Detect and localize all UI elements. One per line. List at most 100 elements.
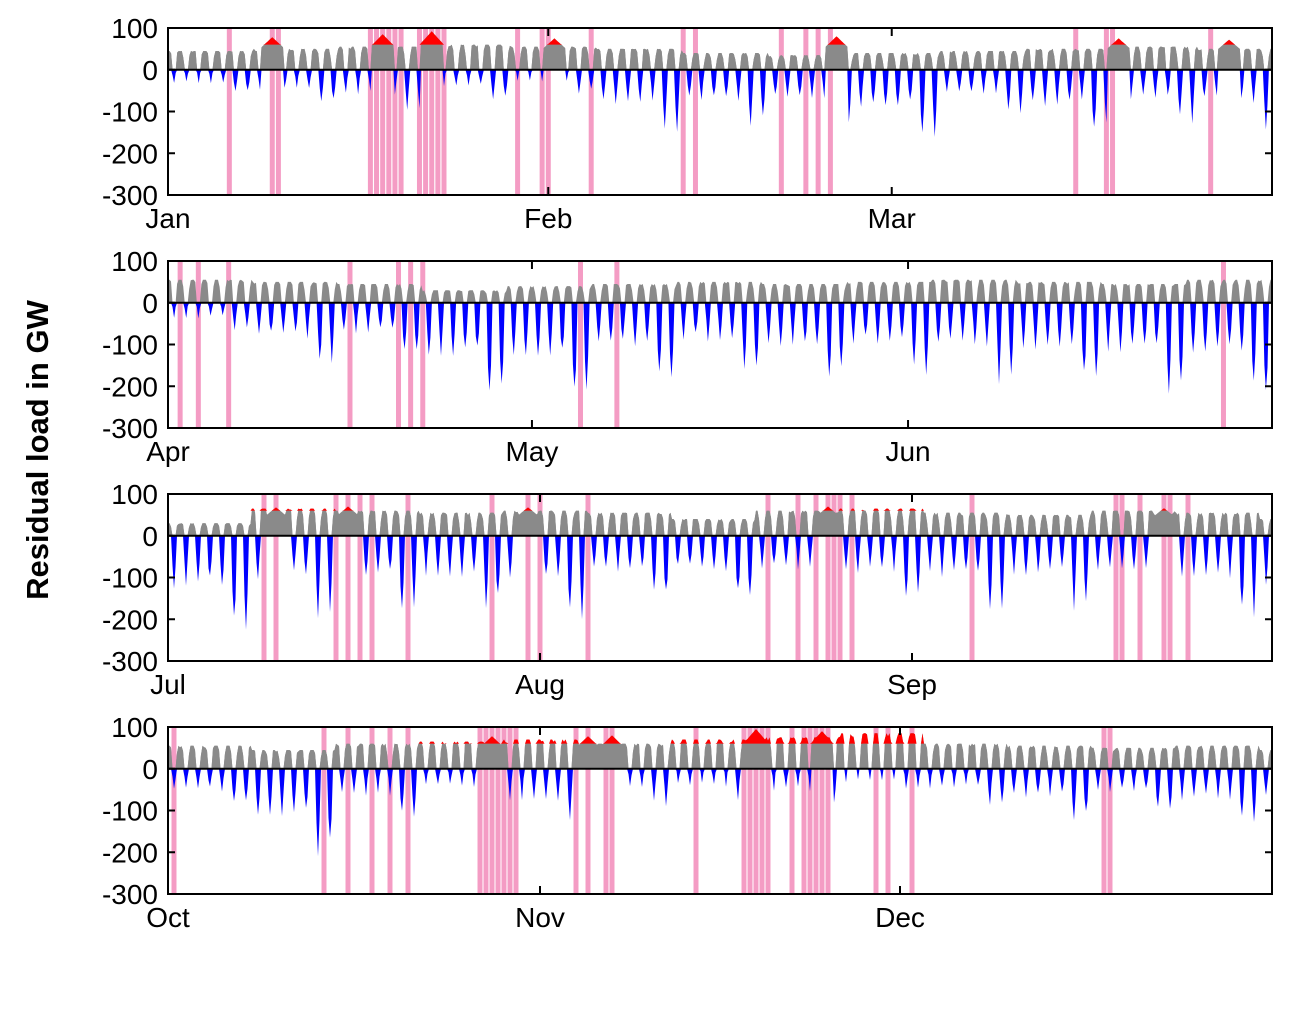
highlight-band	[1185, 494, 1191, 661]
highlight-band	[1161, 494, 1167, 661]
highlight-band	[261, 494, 267, 661]
y-tick-label: -300	[102, 413, 158, 444]
highlight-band	[1107, 727, 1113, 894]
highlight-band	[753, 727, 759, 894]
highlight-band	[369, 494, 375, 661]
highlight-band	[1119, 494, 1125, 661]
highlight-band	[507, 727, 513, 894]
x-tick-label: Jan	[145, 203, 190, 234]
highlight-band	[807, 727, 813, 894]
panel-q4: -300 -200 -100 0 100 Oct Nov Dec	[102, 712, 1273, 933]
highlight-band	[825, 494, 831, 661]
highlight-band	[827, 28, 833, 195]
y-tick-label: -300	[102, 879, 158, 910]
curtailed-area	[168, 729, 1272, 744]
negative-residual-area	[168, 69, 1272, 137]
x-tick-label: Jun	[885, 436, 930, 467]
y-tick-label: 100	[111, 246, 158, 277]
highlight-band	[392, 28, 398, 195]
y-tick-label: -100	[102, 796, 158, 827]
highlight-band	[369, 727, 375, 894]
highlight-band	[693, 727, 699, 894]
highlight-band	[177, 261, 183, 428]
x-tick-label: Nov	[515, 902, 565, 933]
highlight-band	[441, 28, 447, 195]
positive-residual-area	[168, 279, 1272, 303]
curtailed-area	[168, 506, 1272, 511]
y-tick-label: 0	[142, 521, 158, 552]
highlight-band	[380, 28, 386, 195]
highlight-band	[573, 727, 579, 894]
highlight-band	[819, 727, 825, 894]
highlight-band	[398, 28, 404, 195]
highlight-band	[387, 727, 393, 894]
highlight-band	[513, 727, 519, 894]
y-tick-label: 0	[142, 288, 158, 319]
x-tick-label: Feb	[524, 203, 572, 234]
highlight-bands	[177, 261, 1226, 428]
panel-q2: -300 -200 -100 0 100 Apr May Jun	[102, 246, 1273, 467]
highlight-band	[614, 261, 620, 428]
highlight-band	[345, 727, 351, 894]
highlight-band	[539, 28, 545, 195]
highlight-band	[1101, 727, 1107, 894]
highlight-band	[803, 28, 809, 195]
highlight-band	[1220, 261, 1226, 428]
highlight-band	[405, 727, 411, 894]
y-tick-label: -200	[102, 604, 158, 635]
highlight-band	[873, 727, 879, 894]
highlight-band	[789, 727, 795, 894]
highlight-band	[765, 727, 771, 894]
y-tick-label: 0	[142, 55, 158, 86]
highlight-band	[1073, 28, 1079, 195]
highlight-band	[357, 494, 363, 661]
highlight-band	[489, 494, 495, 661]
highlight-band	[1110, 28, 1116, 195]
highlight-band	[1167, 494, 1173, 661]
highlight-band	[423, 28, 429, 195]
highlight-band	[831, 494, 837, 661]
curtailed-area	[168, 31, 1272, 45]
y-axis-label: Residual load in GW	[20, 300, 55, 600]
x-tick-label: Dec	[875, 902, 925, 933]
highlight-band	[273, 494, 279, 661]
x-tick-label: May	[506, 436, 559, 467]
highlight-band	[345, 494, 351, 661]
highlight-band	[801, 727, 807, 894]
y-tick-label: 100	[111, 712, 158, 743]
highlight-band	[195, 261, 201, 428]
highlight-band	[435, 28, 441, 195]
panel-q1: -300 -200 -100 0 100 Jan Feb Mar	[102, 13, 1273, 234]
y-tick-label: -300	[102, 180, 158, 211]
y-tick-label: -100	[102, 330, 158, 361]
y-tick-label: -200	[102, 371, 158, 402]
highlight-band	[429, 28, 435, 195]
highlight-band	[778, 28, 784, 195]
panel-q3: -300 -200 -100 0 100 Jul Aug Sep	[102, 479, 1273, 700]
highlight-band	[416, 28, 422, 195]
highlight-band	[515, 28, 521, 195]
highlight-band	[374, 28, 380, 195]
highlight-band	[759, 727, 765, 894]
highlight-band	[577, 261, 583, 428]
highlight-band	[396, 261, 402, 428]
x-tick-label: Jul	[150, 669, 186, 700]
highlight-band	[813, 494, 819, 661]
highlight-band	[226, 28, 232, 195]
y-tick-label: -200	[102, 138, 158, 169]
highlight-band	[837, 494, 843, 661]
axes-box	[167, 260, 1273, 429]
y-tick-label: -200	[102, 837, 158, 868]
y-tick-label: -100	[102, 563, 158, 594]
highlight-band	[408, 261, 414, 428]
highlight-band	[269, 28, 275, 195]
x-tick-label: Mar	[868, 203, 916, 234]
highlight-band	[747, 727, 753, 894]
highlight-band	[321, 727, 327, 894]
highlight-band	[525, 494, 531, 661]
positive-residual-area-base	[168, 510, 1272, 536]
highlight-band	[825, 727, 831, 894]
highlight-band	[588, 28, 594, 195]
highlight-band	[692, 28, 698, 195]
